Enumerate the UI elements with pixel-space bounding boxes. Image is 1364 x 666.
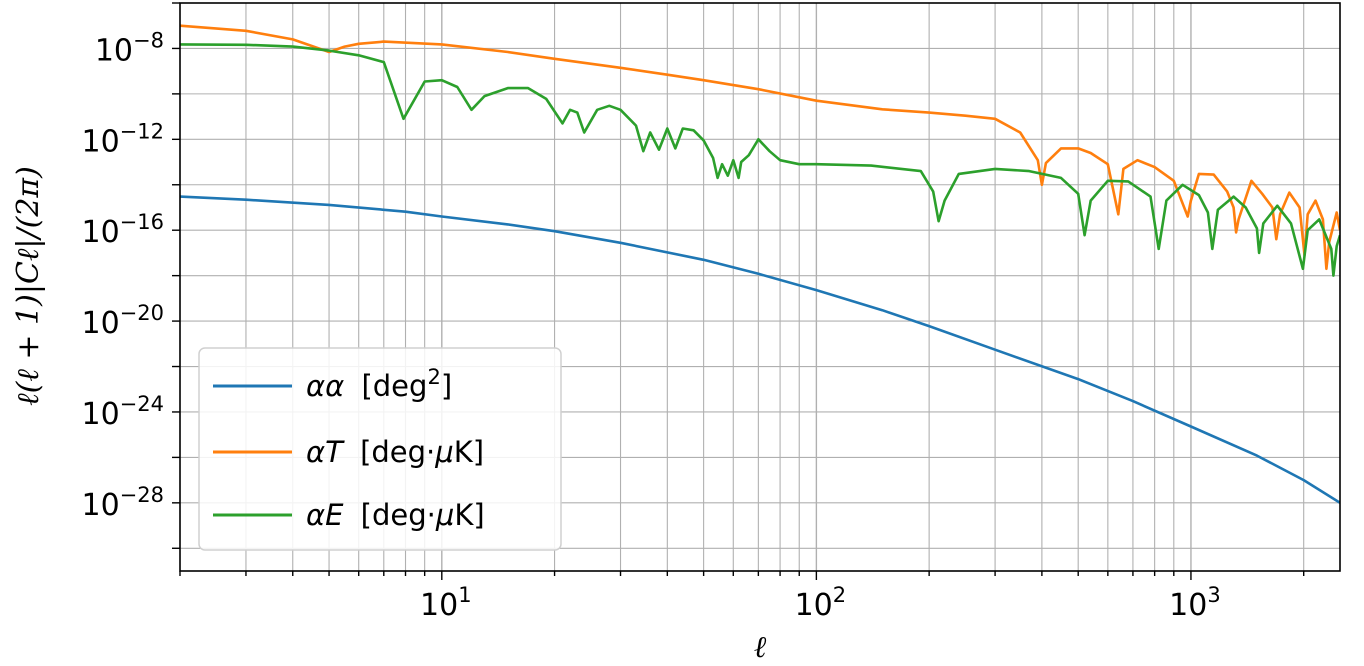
- axis-ticks: 101 102 103 10−8 10−12 10−16 10−20 10−24 10−28: [81, 2, 1305, 623]
- y-tick-label: 10−28: [81, 483, 164, 523]
- plot-frame: [179, 2, 1341, 572]
- grid-lines: [179, 2, 1340, 571]
- legend-label-alpha-alpha: αα [deg2]: [306, 365, 452, 403]
- legend-box: [198, 347, 562, 551]
- legend-label-alpha-t: αT [deg·μK]: [306, 435, 484, 469]
- x-tick-label: 103: [1169, 583, 1221, 623]
- y-axis-label: ℓ(ℓ + 1)|Cℓ|/(2π): [11, 166, 46, 406]
- y-tick-label: 10−20: [81, 301, 164, 341]
- legend: αα [deg2] αT [deg·μK] αE [deg·μK]: [198, 347, 562, 551]
- series-line-2: [180, 43, 1340, 277]
- series-line-1: [180, 24, 1340, 271]
- data-series: [180, 24, 1340, 504]
- y-tick-label: 10−12: [81, 119, 164, 159]
- y-tick-label: 10−16: [81, 210, 164, 250]
- x-tick-label: 102: [795, 583, 847, 623]
- legend-label-alpha-e: αE [deg·μK]: [306, 498, 485, 532]
- y-tick-label: 10−8: [95, 28, 164, 68]
- x-tick-label: 101: [420, 583, 472, 623]
- y-tick-label: 10−24: [81, 392, 164, 432]
- x-axis-label: ℓ: [754, 630, 767, 665]
- series-line-0: [180, 195, 1340, 504]
